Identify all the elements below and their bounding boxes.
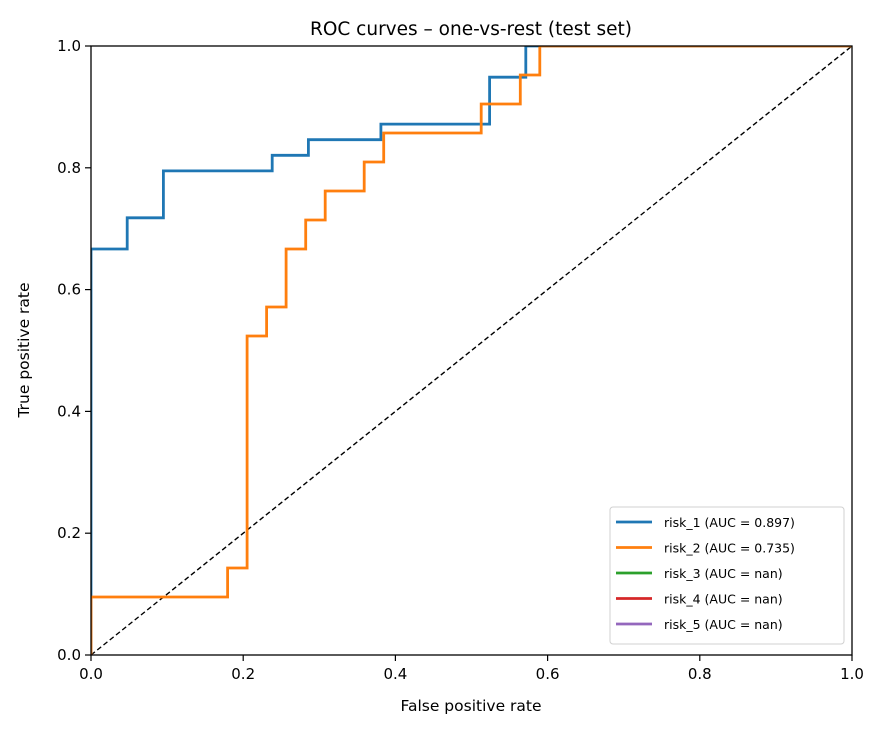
y-axis: 0.0 0.2 0.4 0.6 0.8 1.0 — [57, 37, 91, 664]
legend-label-1: risk_1 (AUC = 0.897) — [664, 515, 795, 530]
chart-title: ROC curves – one-vs-rest (test set) — [310, 19, 632, 40]
x-axis: 0.0 0.2 0.4 0.6 0.8 1.0 — [79, 655, 864, 683]
legend-label-3: risk_3 (AUC = nan) — [664, 566, 783, 581]
x-tick-label: 1.0 — [840, 665, 864, 683]
y-axis-label: True positive rate — [15, 282, 33, 418]
legend: risk_1 (AUC = 0.897) risk_2 (AUC = 0.735)… — [609, 506, 845, 645]
x-tick-label: 0.8 — [688, 665, 712, 683]
series-line-2 — [91, 46, 852, 655]
legend-label-4: risk_4 (AUC = nan) — [664, 592, 783, 607]
plot-area — [90, 45, 853, 656]
x-axis-label: False positive rate — [400, 697, 541, 715]
y-tick-label: 0.0 — [57, 646, 81, 664]
legend-label-5: risk_5 (AUC = nan) — [664, 617, 783, 632]
x-tick-label: 0.4 — [383, 665, 407, 683]
legend-box — [609, 506, 845, 645]
y-tick-label: 0.6 — [57, 281, 81, 299]
series-line-1 — [91, 46, 852, 655]
y-tick-label: 1.0 — [57, 37, 81, 55]
x-tick-label: 0.0 — [79, 665, 103, 683]
x-tick-label: 0.2 — [231, 665, 255, 683]
y-tick-label: 0.2 — [57, 524, 81, 542]
legend-label-2: risk_2 (AUC = 0.735) — [664, 541, 795, 556]
y-tick-label: 0.8 — [57, 159, 81, 177]
x-tick-label: 0.6 — [536, 665, 560, 683]
y-tick-label: 0.4 — [57, 402, 81, 420]
chance-line — [90, 45, 853, 656]
axes-frame — [90, 45, 853, 656]
